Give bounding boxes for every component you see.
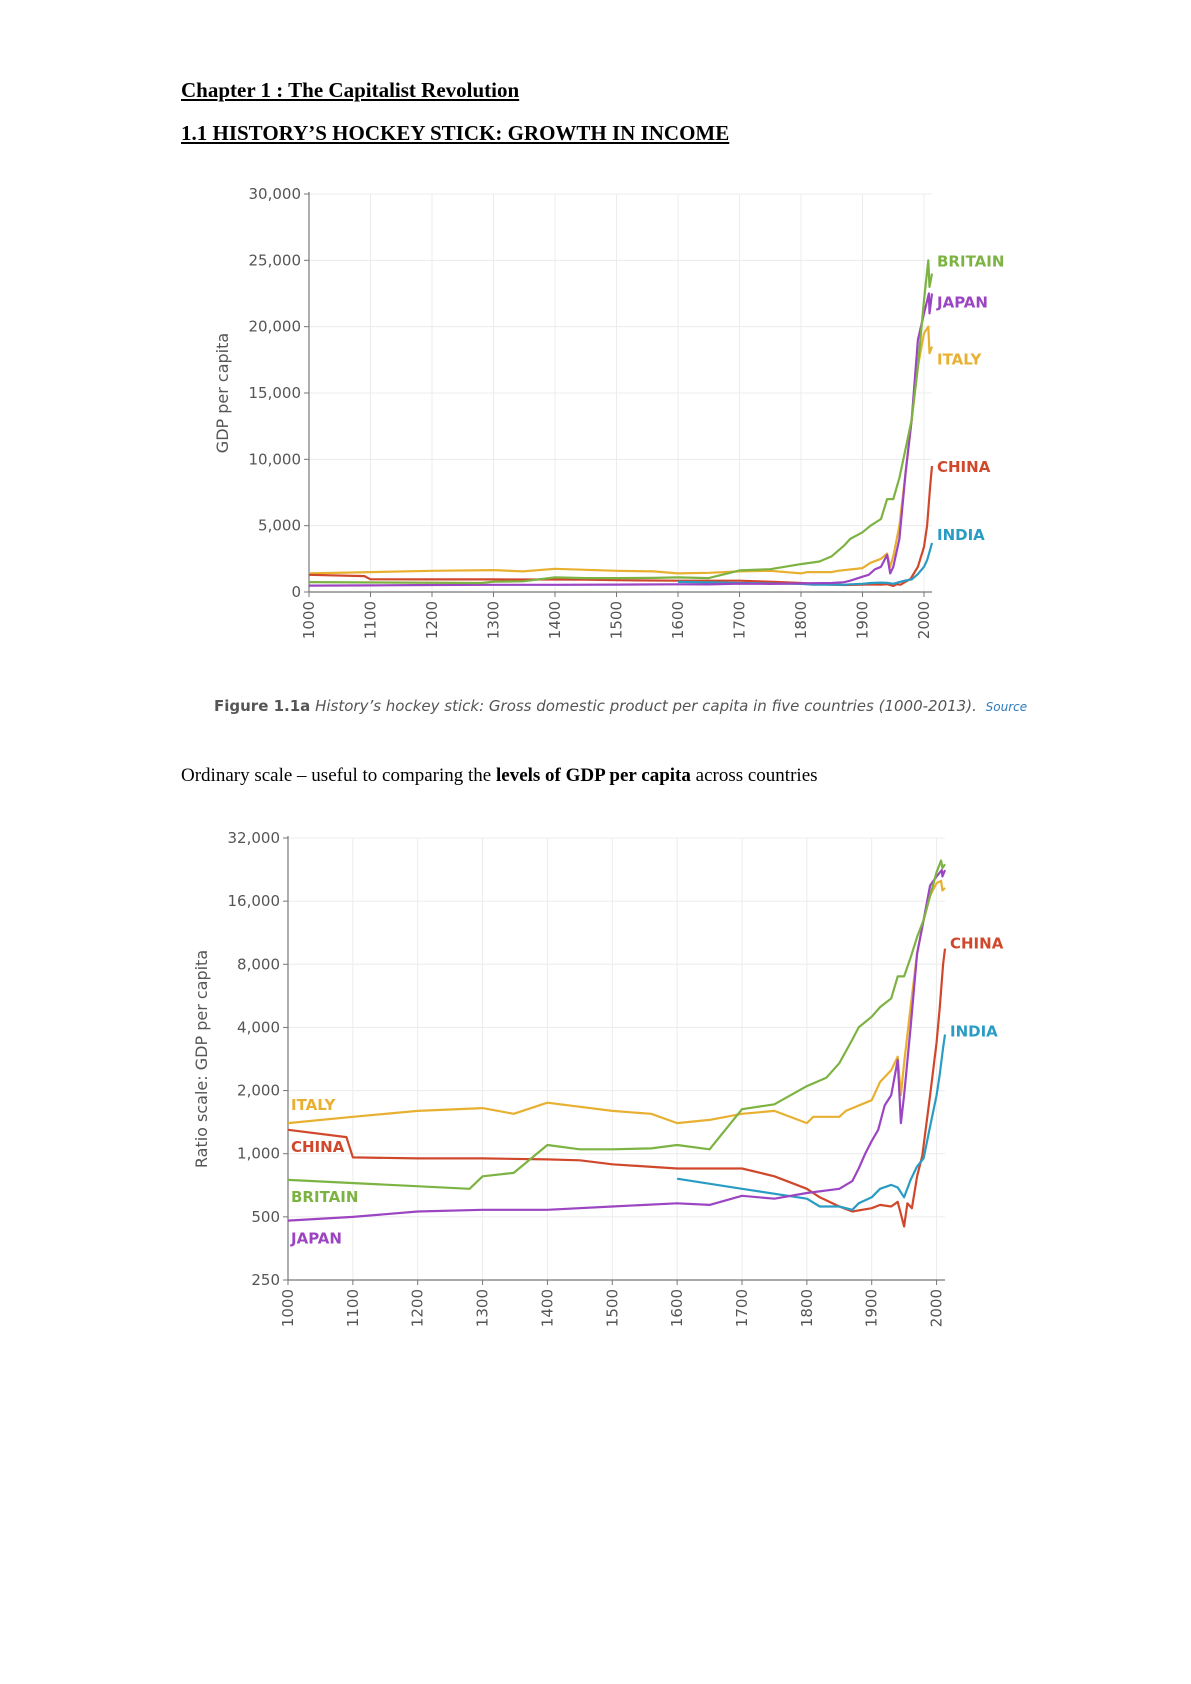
x-tick-label: 1900 <box>863 1289 881 1327</box>
y-tick-label: 0 <box>291 583 301 601</box>
body-paragraph: Ordinary scale – useful to comparing the… <box>181 765 818 787</box>
y-tick-label: 5,000 <box>258 517 301 535</box>
x-tick-label: 1100 <box>362 601 380 639</box>
x-tick-label: 1200 <box>423 601 441 639</box>
series-end-label-india: INDIA <box>937 526 985 544</box>
y-tick-label: 500 <box>251 1208 280 1226</box>
x-tick-label: 1300 <box>485 601 503 639</box>
y-tick-label: 10,000 <box>249 450 302 468</box>
y-tick-label: 32,000 <box>228 829 281 847</box>
y-tick-label: 25,000 <box>249 251 302 269</box>
series-end-label-india: INDIA <box>950 1023 998 1041</box>
x-tick-label: 1400 <box>538 1289 556 1327</box>
paragraph-bold-text: levels of GDP per capita <box>495 765 691 786</box>
x-tick-label: 1600 <box>668 1289 686 1327</box>
x-tick-label: 1600 <box>669 601 687 639</box>
y-tick-label: 15,000 <box>249 384 302 402</box>
y-tick-label: 20,000 <box>249 318 302 336</box>
figure-caption: Figure 1.1a History’s hockey stick: Gros… <box>214 697 1027 715</box>
gdp-ratio-chart: 250 500 1,000 2,000 4,000 8,000 16,000 32,000 10… <box>0 825 1191 1355</box>
series-end-label-china: CHINA <box>937 458 991 476</box>
series-lines <box>308 259 934 588</box>
series-line-japan <box>287 868 947 1222</box>
y-tick-label: 30,000 <box>249 185 302 203</box>
y-axis-label: Ratio scale: GDP per capita <box>192 950 211 1168</box>
series-line-japan <box>308 292 934 587</box>
x-tick-label: 1200 <box>409 1289 427 1327</box>
figure-number: Figure 1.1a <box>214 697 311 715</box>
x-tick-label: 1800 <box>798 1289 816 1327</box>
x-tick-label: 1300 <box>474 1289 492 1327</box>
series-line-italy <box>287 879 946 1125</box>
source-link[interactable]: Source <box>985 700 1028 714</box>
chapter-heading: Chapter 1 : The Capitalist Revolution <box>181 78 520 102</box>
series-end-label-china: CHINA <box>950 935 1004 953</box>
x-tick-label: 1800 <box>792 601 810 639</box>
gdp-linear-chart: 0 5,000 10,000 15,000 20,000 25,000 30,000 1000… <box>0 180 1191 720</box>
gdp-ratio-chart-svg: 250 500 1,000 2,000 4,000 8,000 16,000 32,000 10… <box>192 829 1004 1327</box>
x-tick-label: 1100 <box>344 1289 362 1327</box>
y-tick-label: 250 <box>251 1271 280 1289</box>
series-end-label-italy: ITALY <box>937 351 982 369</box>
series-line-britain <box>287 859 946 1190</box>
y-tick-label: 4,000 <box>237 1018 280 1036</box>
x-tick-label: 1500 <box>608 601 626 639</box>
x-tick-label: 2000 <box>915 601 933 639</box>
y-tick-label: 8,000 <box>237 955 280 973</box>
x-tick-label: 1000 <box>279 1289 297 1327</box>
x-tick-label: 1000 <box>300 601 318 639</box>
series-start-label-japan: JAPAN <box>290 1230 342 1248</box>
x-tick-label: 1700 <box>731 601 749 639</box>
series-end-label-britain: BRITAIN <box>937 253 1004 271</box>
paragraph-text-end: across countries <box>690 765 818 786</box>
series-line-india <box>676 1034 947 1211</box>
y-tick-label: 16,000 <box>228 892 281 910</box>
paragraph-text-start: Ordinary scale – useful to comparing the <box>181 765 496 786</box>
section-heading: 1.1 HISTORY’S HOCKEY STICK: GROWTH IN IN… <box>181 121 730 145</box>
x-tick-label: 1500 <box>603 1289 621 1327</box>
series-start-label-britain: BRITAIN <box>291 1188 358 1206</box>
grid-lines <box>308 193 932 593</box>
series-line-italy <box>308 325 934 575</box>
y-tick-label: 2,000 <box>237 1082 280 1100</box>
series-line-britain <box>308 259 934 585</box>
y-tick-label: 1,000 <box>237 1145 280 1163</box>
gdp-linear-chart-svg: 0 5,000 10,000 15,000 20,000 25,000 30,000 1000… <box>213 185 1004 639</box>
series-start-label-italy: ITALY <box>291 1096 336 1114</box>
y-axis-label: GDP per capita <box>213 333 232 453</box>
x-tick-label: 1900 <box>854 601 872 639</box>
x-tick-label: 1400 <box>546 601 564 639</box>
x-tick-label: 1700 <box>733 1289 751 1327</box>
series-start-label-china: CHINA <box>291 1138 345 1156</box>
series-line-china <box>287 948 947 1228</box>
x-tick-label: 2000 <box>928 1289 946 1327</box>
series-lines <box>287 859 947 1228</box>
series-line-india <box>677 542 934 586</box>
series-end-label-japan: JAPAN <box>936 294 988 312</box>
figure-caption-text: History’s hockey stick: Gross domestic p… <box>315 697 977 715</box>
